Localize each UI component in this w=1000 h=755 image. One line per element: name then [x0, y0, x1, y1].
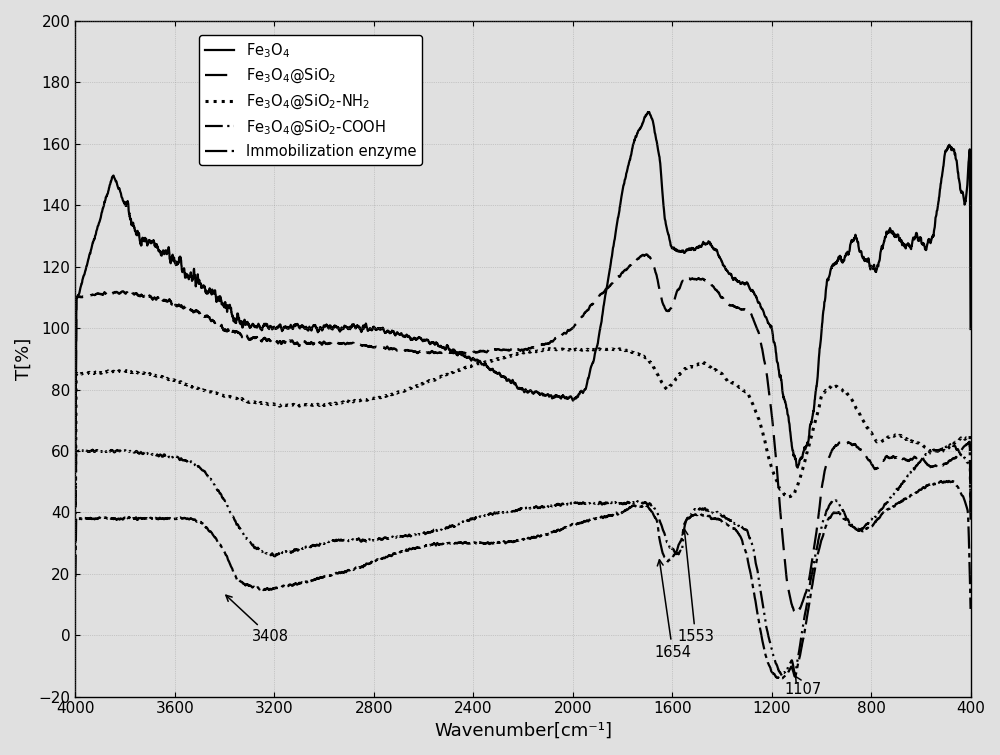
Immobilization enzyme — [348, 565, 360, 575]
Fe$_3$O$_4$@SiO$_2$ — [688, 275, 700, 284]
Text: 1654: 1654 — [654, 559, 691, 660]
Fe$_3$O$_4$ — [126, 220, 138, 230]
Fe$_3$O$_4$ — [688, 245, 700, 254]
Fe$_3$O$_4$@SiO$_2$-COOH — [761, 624, 773, 633]
Fe$_3$O$_4$@SiO$_2$-COOH — [688, 506, 700, 515]
Fe$_3$O$_4$@SiO$_2$-COOH — [348, 535, 360, 544]
Immobilization enzyme — [943, 476, 955, 485]
Fe$_3$O$_4$@SiO$_2$ — [177, 304, 189, 313]
Line: Fe$_3$O$_4$@SiO$_2$: Fe$_3$O$_4$@SiO$_2$ — [75, 254, 971, 613]
Text: 1107: 1107 — [785, 676, 822, 697]
Fe$_3$O$_4$@SiO$_2$-NH$_2$ — [965, 498, 977, 507]
Fe$_3$O$_4$ — [69, 464, 81, 473]
Line: Fe$_3$O$_4$@SiO$_2$-NH$_2$: Fe$_3$O$_4$@SiO$_2$-NH$_2$ — [75, 349, 971, 505]
Fe$_3$O$_4$@SiO$_2$-COOH — [177, 456, 189, 465]
Immobilization enzyme — [177, 514, 189, 523]
Fe$_3$O$_4$@SiO$_2$-NH$_2$ — [126, 368, 138, 377]
Immobilization enzyme — [126, 514, 138, 523]
Immobilization enzyme — [176, 514, 188, 523]
Fe$_3$O$_4$@SiO$_2$-NH$_2$ — [544, 344, 556, 353]
Fe$_3$O$_4$@SiO$_2$-COOH — [776, 671, 788, 680]
Immobilization enzyme — [69, 572, 81, 581]
Fe$_3$O$_4$@SiO$_2$ — [761, 371, 773, 380]
Fe$_3$O$_4$@SiO$_2$-COOH — [965, 518, 977, 527]
Immobilization enzyme — [773, 674, 785, 683]
Fe$_3$O$_4$ — [177, 266, 189, 275]
Fe$_3$O$_4$ — [348, 319, 360, 328]
Fe$_3$O$_4$@SiO$_2$-NH$_2$ — [348, 397, 360, 406]
Fe$_3$O$_4$ — [761, 315, 773, 324]
Fe$_3$O$_4$@SiO$_2$ — [69, 461, 81, 470]
Fe$_3$O$_4$@SiO$_2$-NH$_2$ — [177, 378, 189, 387]
Immobilization enzyme — [761, 654, 773, 663]
Fe$_3$O$_4$@SiO$_2$ — [126, 288, 138, 297]
Fe$_3$O$_4$@SiO$_2$ — [348, 338, 360, 347]
Fe$_3$O$_4$@SiO$_2$-NH$_2$ — [688, 361, 700, 370]
Fe$_3$O$_4$ — [642, 107, 654, 116]
Fe$_3$O$_4$@SiO$_2$-NH$_2$ — [176, 378, 188, 387]
Text: 3408: 3408 — [226, 595, 289, 644]
Y-axis label: T[%]: T[%] — [15, 337, 33, 380]
X-axis label: Wavenumber[cm⁻¹]: Wavenumber[cm⁻¹] — [434, 722, 612, 740]
Fe$_3$O$_4$@SiO$_2$ — [640, 250, 652, 259]
Fe$_3$O$_4$@SiO$_2$-NH$_2$ — [761, 445, 773, 455]
Fe$_3$O$_4$@SiO$_2$-COOH — [126, 448, 138, 457]
Fe$_3$O$_4$ — [965, 325, 977, 334]
Immobilization enzyme — [965, 605, 977, 614]
Text: 1553: 1553 — [677, 529, 714, 644]
Fe$_3$O$_4$@SiO$_2$-COOH — [69, 538, 81, 547]
Fe$_3$O$_4$@SiO$_2$-NH$_2$ — [69, 501, 81, 510]
Legend: Fe$_3$O$_4$, Fe$_3$O$_4$@SiO$_2$, Fe$_3$O$_4$@SiO$_2$-NH$_2$, Fe$_3$O$_4$@SiO$_2: Fe$_3$O$_4$, Fe$_3$O$_4$@SiO$_2$, Fe$_3$… — [199, 35, 422, 165]
Fe$_3$O$_4$@SiO$_2$ — [790, 609, 802, 618]
Line: Fe$_3$O$_4$: Fe$_3$O$_4$ — [75, 112, 971, 468]
Line: Fe$_3$O$_4$@SiO$_2$-COOH: Fe$_3$O$_4$@SiO$_2$-COOH — [75, 444, 971, 676]
Immobilization enzyme — [688, 510, 700, 519]
Fe$_3$O$_4$@SiO$_2$ — [176, 302, 188, 311]
Fe$_3$O$_4$@SiO$_2$-COOH — [176, 455, 188, 464]
Fe$_3$O$_4$@SiO$_2$-COOH — [943, 439, 955, 448]
Line: Immobilization enzyme: Immobilization enzyme — [75, 481, 971, 679]
Fe$_3$O$_4$ — [176, 265, 188, 274]
Fe$_3$O$_4$@SiO$_2$ — [965, 510, 977, 519]
